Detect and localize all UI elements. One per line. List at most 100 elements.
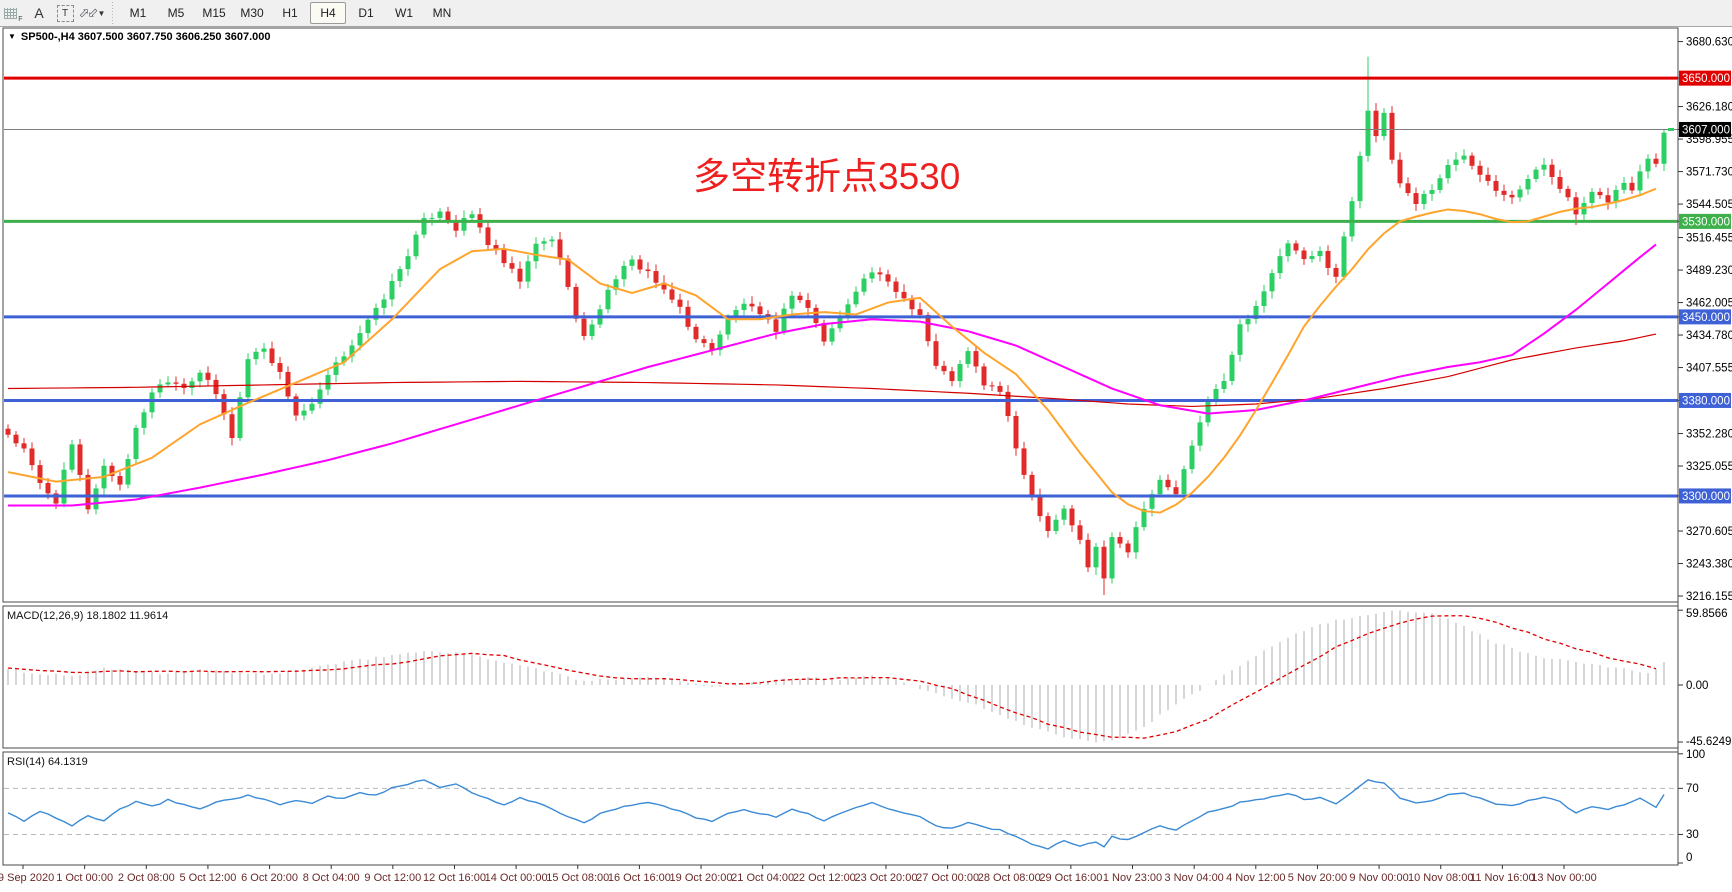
cursor-mode-icon[interactable]: ⬀⬃ ▼ [78, 5, 106, 20]
collapse-triangle-icon[interactable]: ▼ [8, 32, 16, 41]
candle-body [869, 272, 875, 279]
time-axis-label: 9 Nov 00:00 [1349, 872, 1408, 884]
macd-scale-label: 59.8566 [1686, 608, 1728, 620]
candle-body [29, 448, 35, 466]
candle-body [613, 279, 619, 290]
candle-body [365, 319, 371, 334]
candle-body [733, 309, 739, 318]
macd-indicator-label: MACD(12,26,9) 18.1802 11.9614 [7, 610, 169, 622]
candle-body [189, 381, 195, 389]
price-axis-label: 3462.005 [1686, 298, 1732, 310]
candle-body [1637, 171, 1643, 191]
candle-body [253, 351, 259, 360]
time-axis-label: 15 Oct 08:00 [546, 872, 609, 884]
chart-annotation-text: 多空转折点3530 [693, 156, 961, 197]
candle-body [1565, 188, 1571, 198]
candle-body [549, 239, 555, 242]
candle-body [1037, 495, 1043, 517]
price-flag-label: 3450.000 [1682, 312, 1730, 324]
candle-body [157, 384, 163, 393]
time-axis-label: 12 Oct 16:00 [423, 872, 486, 884]
rsi-line [7, 779, 1665, 850]
candle-body [797, 295, 803, 301]
candle-body [277, 363, 283, 372]
text-label-icon[interactable]: T [54, 3, 76, 23]
candle-body [1613, 189, 1619, 203]
candle-body [125, 459, 131, 485]
candle-body [1605, 195, 1611, 203]
time-axis-label: 13 Nov 00:00 [1531, 872, 1596, 884]
time-axis-label: 5 Oct 12:00 [179, 872, 236, 884]
candle-body [669, 289, 675, 300]
candle-body [333, 362, 339, 375]
candle-body [117, 476, 123, 485]
candle-body [1365, 110, 1371, 156]
candle-body [1325, 250, 1331, 268]
candle-body [317, 389, 323, 404]
candle-body [821, 323, 827, 342]
font-icon[interactable]: A [34, 5, 44, 21]
chart-title-text: SP500-,H4 3607.500 3607.750 3606.250 360… [20, 31, 271, 43]
time-axis-label: 19 Oct 20:00 [670, 872, 733, 884]
price-flag-blue [1679, 309, 1731, 325]
toolbar-separator [110, 2, 115, 24]
candle-body [525, 261, 531, 282]
candle-body [1493, 180, 1499, 191]
candle-body [1509, 194, 1515, 198]
timeframe-button-h4[interactable]: H4 [310, 2, 346, 24]
time-axis-label: 22 Oct 12:00 [793, 872, 856, 884]
timeframe-button-h1[interactable]: H1 [282, 6, 298, 20]
candle-body [1173, 487, 1179, 495]
candle-body [1101, 546, 1107, 579]
candle-body [925, 314, 931, 342]
candle-body [269, 348, 275, 364]
price-flag-black [1679, 121, 1731, 137]
candle-body [909, 298, 915, 310]
candle-body [173, 382, 179, 384]
candle-body [853, 291, 859, 305]
candle-body [1253, 305, 1259, 320]
candle-body [1373, 110, 1379, 137]
timeframe-button-d1[interactable]: D1 [358, 6, 374, 20]
timeframe-button-group: M1 M5 M15 M30 H1 H4 D1 W1 MN [119, 2, 461, 24]
candle-body [1589, 191, 1595, 203]
candle-body [1269, 273, 1275, 292]
timeframe-button-mn[interactable]: MN [432, 6, 452, 20]
price-axis-label: 3489.230 [1686, 265, 1732, 277]
time-axis-label: 23 Oct 20:00 [854, 872, 917, 884]
candle-body [1461, 155, 1467, 160]
candle-body [501, 249, 507, 264]
macd-signal-line [7, 615, 1657, 739]
timeframe-button-m15[interactable]: M15 [202, 6, 226, 20]
candle-body [533, 243, 539, 262]
candle-body [1005, 391, 1011, 416]
chart-grid-icon[interactable]: F [2, 3, 24, 23]
time-axis-label: 3 Nov 04:00 [1164, 872, 1223, 884]
candle-body [453, 220, 459, 231]
candle-body [461, 217, 467, 231]
timeframe-button-w1[interactable]: W1 [395, 6, 413, 20]
candle-body [1485, 174, 1491, 181]
dropdown-caret-icon[interactable]: ▼ [97, 8, 105, 18]
candle-body [1541, 164, 1547, 170]
timeframe-button-m1[interactable]: M1 [129, 6, 147, 20]
price-flag-label: 3607.000 [1682, 124, 1730, 136]
candle-body [661, 282, 667, 290]
time-axis-label: 14 Oct 00:00 [485, 872, 548, 884]
candle-body [1357, 155, 1363, 202]
candle-body [437, 211, 443, 218]
candle-body [1389, 112, 1395, 160]
time-axis-label: 2 Oct 08:00 [118, 872, 175, 884]
candle-body [517, 268, 523, 282]
time-axis-label: 8 Oct 04:00 [303, 872, 360, 884]
timeframe-button-m30[interactable]: M30 [240, 6, 264, 20]
candle-body [21, 443, 27, 449]
candle-body [1245, 319, 1251, 325]
price-axis-label: 3216.155 [1686, 591, 1732, 603]
candle-body [1197, 422, 1203, 446]
candle-body [949, 371, 955, 382]
candle-body [1421, 193, 1427, 204]
timeframe-button-m5[interactable]: M5 [167, 6, 185, 20]
candle-body [1189, 445, 1195, 470]
